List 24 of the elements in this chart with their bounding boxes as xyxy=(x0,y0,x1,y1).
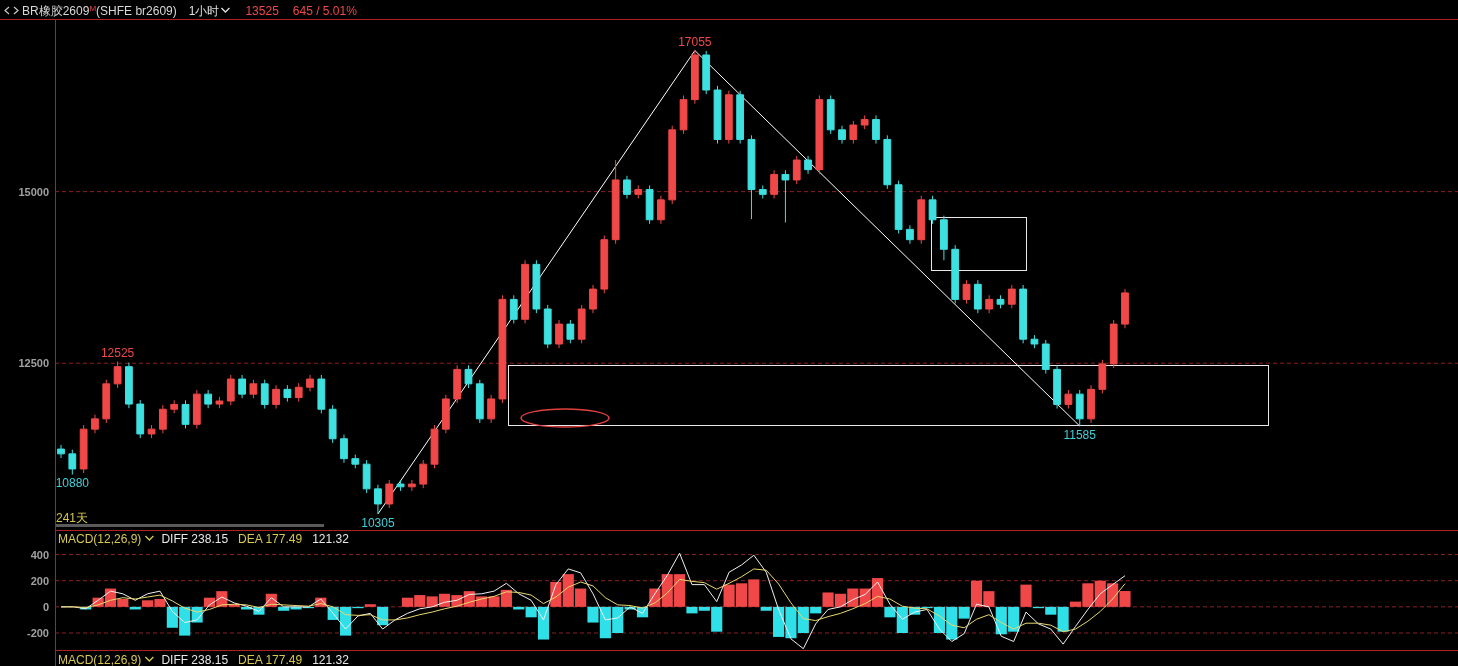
annotation: DEA 177.49 xyxy=(238,532,303,546)
chart-title: BR橡胶2609$^{M}$(SHFE br2609) xyxy=(22,4,177,18)
annotation: 10880 xyxy=(55,476,90,491)
y-tick-label: 400 xyxy=(30,548,49,561)
annotation: 12525 xyxy=(100,345,135,360)
text: DEA 177.49 xyxy=(238,653,303,666)
y-tick-label: -200 xyxy=(26,627,49,639)
annotation: 11585 xyxy=(1063,428,1097,443)
y-tick-label: 0 xyxy=(42,600,49,613)
text: DIFF 238.15 xyxy=(161,653,229,666)
text: 121.32 xyxy=(312,653,350,666)
text: 1小时 xyxy=(188,4,220,18)
text: 645 / 5.01% xyxy=(292,4,358,18)
text: 13525 xyxy=(245,4,280,18)
y-tick-label: 12500 xyxy=(18,357,49,370)
y-tick-label: 15000 xyxy=(18,185,49,198)
annotation: 10305 xyxy=(361,515,395,530)
text: MACD(12,26,9) xyxy=(58,653,142,666)
chart-title: MACD(12,26,9) xyxy=(58,532,142,546)
annotation: 241天 xyxy=(56,511,89,525)
annotation: 121.32 xyxy=(312,532,350,546)
annotation: 17055 xyxy=(678,34,712,49)
y-tick-label: 200 xyxy=(30,574,49,587)
annotation: DIFF 238.15 xyxy=(161,532,229,546)
